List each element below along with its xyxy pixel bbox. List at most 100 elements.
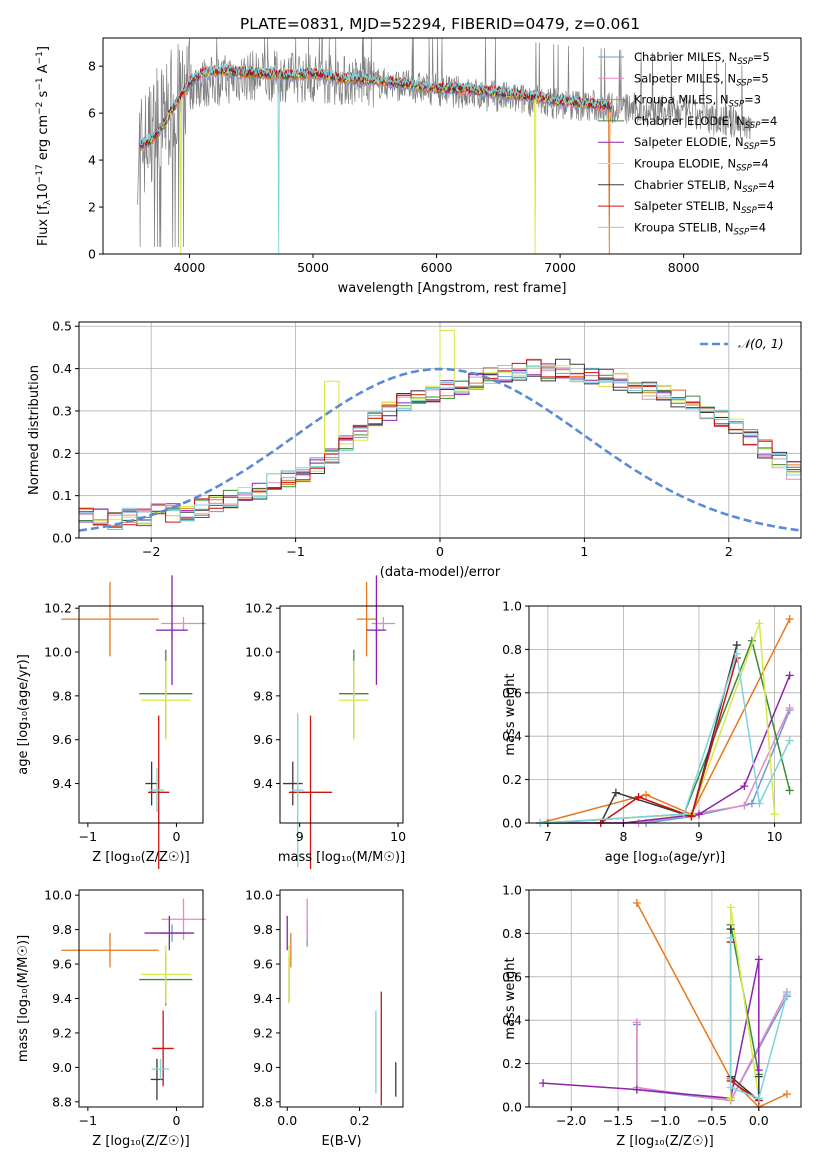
y-tick-label: 9.2 <box>52 1025 72 1040</box>
errorbar-point-5 <box>156 575 188 685</box>
x-tick-label: 8000 <box>668 260 700 275</box>
x-tick-label: 0.0 <box>277 1113 297 1128</box>
x-tick-label: −1 <box>286 544 304 559</box>
x-tick-label: −2.0 <box>556 1113 586 1128</box>
mass-weight-line <box>547 638 791 824</box>
mass_z-y-axis-label: mass [log₁₀(M/M☉)] <box>16 935 31 1062</box>
x-tick-label: 10 <box>390 829 406 844</box>
residual-histogram-8 <box>79 359 801 526</box>
age_z-y-axis-label: age [log₁₀(age/yr)] <box>16 654 31 775</box>
legend-subscript: SSP <box>734 227 750 237</box>
y-tick-label: 9.8 <box>52 922 72 937</box>
errorbar-point-5 <box>144 915 195 951</box>
spectrum-y-axis-label: Flux [fλ10−17 erg cm−2 s−1 A−1] <box>35 46 53 246</box>
x-tick-label: 9 <box>296 829 304 844</box>
mass-weight-marker <box>632 899 641 908</box>
legend-tail: =3 <box>744 93 761 107</box>
mass_z-x-axis-label: Z [log₁₀(Z/Z☉)] <box>92 1134 189 1149</box>
mass-weight-marker <box>642 790 651 799</box>
mass-weight-marker <box>726 903 735 912</box>
legend-subscript: SSP <box>745 121 761 131</box>
legend-entry-9: Kroupa STELIB, NSSP=4 <box>634 220 766 237</box>
errorbar-point-8 <box>288 715 333 870</box>
mass-weight-marker <box>785 703 794 712</box>
y-tick-label: 0.4 <box>502 729 522 744</box>
mass-weight-marker <box>539 1079 548 1088</box>
y-tick-label: 9.0 <box>253 1060 273 1075</box>
x-tick-label: −1.5 <box>603 1113 633 1128</box>
legend-tail: =4 <box>758 178 775 192</box>
y-tick-label: 1.0 <box>502 883 522 898</box>
spectrum-panel: 4000 5000 6000 7000 8000 0 2 4 6 8 wavelength [Ang… <box>35 37 802 296</box>
errorbar-point-2 <box>371 616 396 631</box>
spectrum-frame <box>102 37 802 255</box>
y-tick-label: 10.0 <box>44 888 72 903</box>
legend-text: Chabrier STELIB, N <box>634 178 742 192</box>
legend-subscript: SSP <box>729 100 745 110</box>
legend-entry-1: Chabrier MILES, NSSP=5 <box>634 50 770 67</box>
legend-entry-6: Kroupa ELODIE, NSSP=4 <box>634 157 769 174</box>
mass-weight-marker <box>726 1083 735 1092</box>
mass_z-frame <box>78 889 204 1108</box>
mass-weight-marker <box>732 641 741 650</box>
x-tick-label: −0.5 <box>697 1113 727 1128</box>
age_z-x-axis-label: Z [log₁₀(Z/Z☉)] <box>92 850 189 865</box>
hist-panel: −2 −1 0 1 2 0.0 0.1 0.2 0.3 0.4 0.5 (data-model)/er… <box>27 319 802 580</box>
mass-weight-marker <box>726 933 735 942</box>
mass-weight-marker <box>754 1072 763 1081</box>
mass-weight-line <box>729 907 760 1099</box>
legend-text: Kroupa MILES, N <box>634 93 729 107</box>
figure-title: PLATE=0831, MJD=52294, FIBERID=0479, z=0… <box>240 15 640 33</box>
x-tick-label: 7 <box>544 829 552 844</box>
mass-weight-marker <box>785 671 794 680</box>
y-tick-label: 0.0 <box>502 816 522 831</box>
errorbar-point-2 <box>161 898 206 940</box>
y-tick-label: 10.2 <box>245 601 273 616</box>
legend-tail: =5 <box>753 50 770 64</box>
observed-spectrum-line <box>137 38 752 248</box>
mass-weight-series-9 <box>536 649 794 827</box>
spectrum-plot-area <box>137 38 752 254</box>
y-tick-label: 9.4 <box>253 991 273 1006</box>
y-tick-label: 0.2 <box>502 1056 522 1071</box>
y-tick-label: 9.2 <box>253 1025 273 1040</box>
y-label-part: 10 <box>36 183 51 200</box>
errorbar-point-9 <box>149 768 165 813</box>
legend-subscript: SSP <box>742 185 758 195</box>
y-tick-label: 9.6 <box>52 957 72 972</box>
errorbar-point-5 <box>366 575 387 685</box>
legend-text: Kroupa STELIB, N <box>634 220 734 234</box>
x-tick-label: −1.0 <box>650 1113 680 1128</box>
mw_age-frame <box>528 605 802 824</box>
mass-weight-marker <box>611 788 620 797</box>
y-tick-label: 9.6 <box>52 732 72 747</box>
errorbar-point-7 <box>150 1058 164 1101</box>
mass-weight-marker <box>726 925 735 934</box>
mass-weight-marker <box>755 799 764 808</box>
y-label-part: erg cm <box>36 115 51 164</box>
mw_z-frame <box>528 889 802 1108</box>
hist-plot-area <box>79 330 801 532</box>
errorbar-point-2 <box>161 616 206 631</box>
mw_z-x-axis-label: Z [log₁₀(Z/Z☉)] <box>616 1134 713 1149</box>
spectrum-x-axis-label: wavelength [Angstrom, rest frame] <box>338 281 567 296</box>
y-tick-label: 9.4 <box>52 991 72 1006</box>
mass-weight-marker <box>785 736 794 745</box>
x-tick-label: 9 <box>695 829 703 844</box>
mass-weight-line <box>540 653 791 824</box>
mass-weight-marker <box>754 955 763 964</box>
x-tick-label: −1 <box>79 1113 97 1128</box>
y-tick-label: 9.8 <box>253 688 273 703</box>
errorbar-point-8 <box>148 715 170 870</box>
y-tick-label: 8.8 <box>253 1094 273 1109</box>
residual-histogram-2 <box>79 358 801 518</box>
age_z-panel: −1 0 9.4 9.6 9.8 10.0 10.2 Z [log₁₀(Z/Z☉)] age [… <box>16 575 206 870</box>
mass-weight-series-6 <box>536 619 779 827</box>
y-tick-label: 9.0 <box>52 1060 72 1075</box>
mass-weight-line <box>540 618 791 824</box>
x-tick-label: 10 <box>767 829 783 844</box>
x-tick-label: 5000 <box>297 260 329 275</box>
errorbar-point-8 <box>152 1010 174 1087</box>
legend-subscript: SSP <box>736 164 752 174</box>
residual-histogram-1 <box>79 365 801 527</box>
